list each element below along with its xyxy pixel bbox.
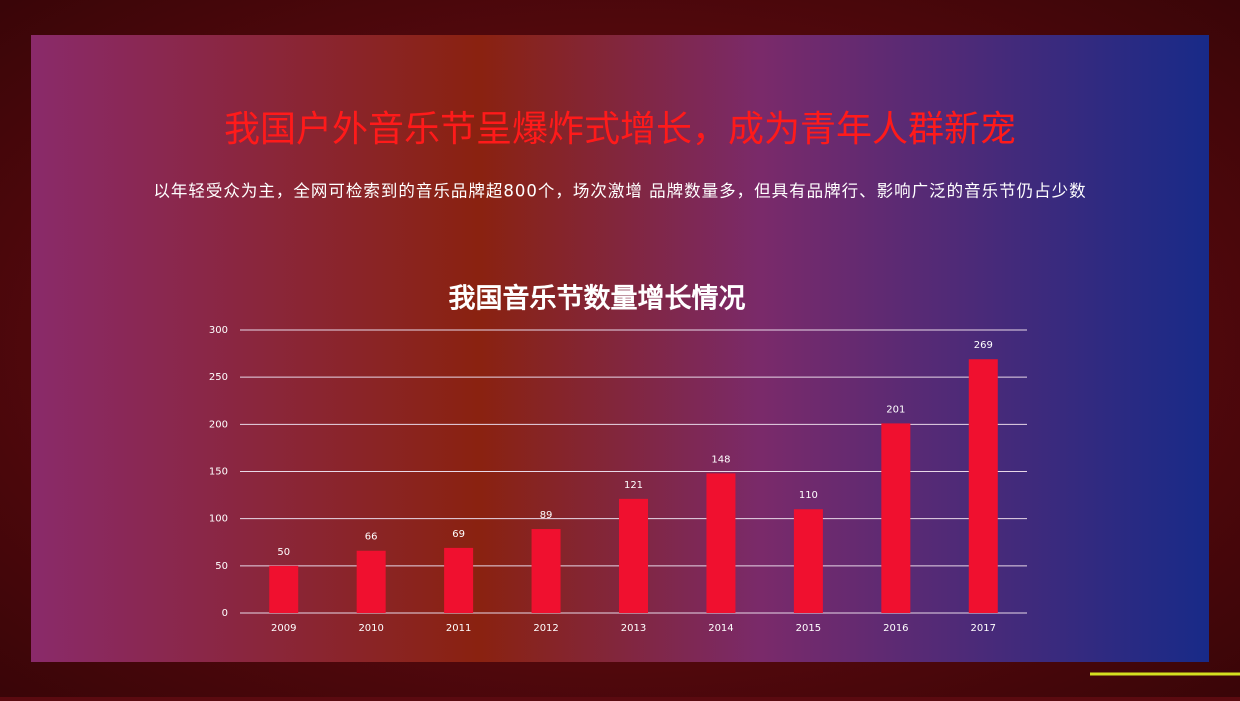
x-tick-label: 2015 — [796, 623, 821, 634]
bar — [356, 550, 386, 613]
y-tick-label: 300 — [209, 325, 228, 336]
y-tick-label: 250 — [209, 372, 228, 383]
x-tick-label: 2010 — [358, 623, 383, 634]
value-label: 201 — [886, 404, 905, 415]
x-tick-label: 2017 — [971, 623, 996, 634]
y-tick-label: 150 — [209, 467, 228, 478]
y-tick-label: 100 — [209, 514, 228, 525]
bar — [619, 498, 648, 613]
y-tick-label: 200 — [209, 419, 228, 430]
chart-title: 我国音乐节数量增长情况 — [449, 283, 746, 315]
slide-title: 我国户外音乐节呈爆炸式增长，成为青年人群新宠 — [224, 109, 1016, 150]
value-label: 66 — [365, 532, 378, 543]
slide-subtitle: 以年轻受众为主，全网可检索到的音乐品牌超800个，场次激增 品牌数量多，但具有品… — [153, 182, 1086, 201]
value-label: 121 — [624, 480, 643, 491]
bar — [793, 509, 823, 613]
bar — [968, 359, 998, 613]
bar — [706, 473, 736, 613]
x-tick-label: 2013 — [621, 623, 646, 634]
x-tick-label: 2012 — [533, 623, 558, 634]
y-tick-label: 50 — [215, 561, 228, 572]
bar — [531, 529, 561, 613]
bar — [444, 547, 474, 613]
x-tick-label: 2016 — [883, 623, 908, 634]
value-label: 269 — [974, 340, 993, 351]
y-tick-label: 0 — [222, 608, 228, 619]
bar — [269, 565, 299, 613]
bar — [881, 423, 911, 613]
value-label: 148 — [711, 454, 730, 465]
value-label: 89 — [540, 510, 553, 521]
x-tick-label: 2009 — [271, 623, 296, 634]
x-tick-label: 2011 — [446, 623, 471, 634]
value-label: 69 — [452, 529, 465, 540]
value-label: 110 — [799, 490, 818, 501]
x-tick-label: 2014 — [708, 623, 733, 634]
value-label: 50 — [277, 547, 290, 558]
